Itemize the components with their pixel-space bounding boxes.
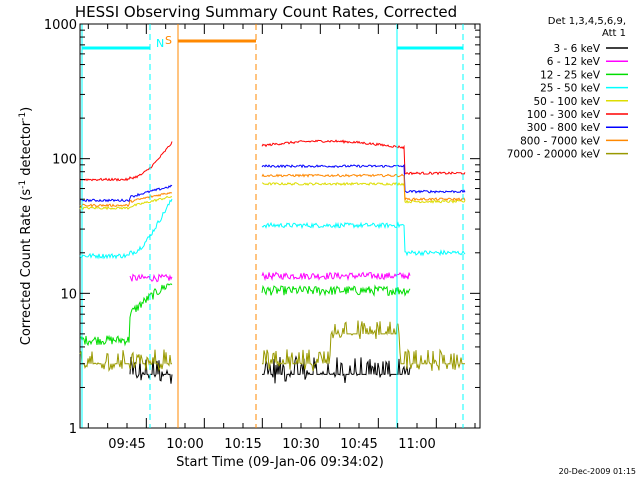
y-tick-label: 1 (69, 422, 77, 437)
legend-label: 50 - 100 keV (533, 96, 600, 108)
x-tick-label: 11:00 (398, 437, 435, 452)
series-line (261, 164, 466, 194)
y-tick-label: 10 (60, 287, 77, 302)
legend-label: 100 - 300 keV (527, 109, 601, 121)
series-line (79, 283, 173, 347)
legend-label: 300 - 800 keV (527, 122, 601, 134)
plot-frame (79, 23, 481, 429)
series-line (261, 271, 411, 282)
legend-label: 7000 - 20000 keV (507, 149, 601, 161)
y-tick-label: 100 (52, 153, 77, 168)
series-line (262, 355, 411, 384)
series-line (261, 284, 411, 297)
legend-header: Det 1,3,4,5,6,9, (548, 16, 626, 27)
axes-layer: 1 10 100 1000 09:45 10:00 10:15 10:30 10:45 11:00 (44, 18, 480, 452)
x-tick-label: 10:00 (166, 437, 203, 452)
series-line (79, 195, 172, 211)
legend-header: Att 1 (602, 28, 626, 39)
series-line (79, 349, 172, 372)
y-axis-label-end: ) (19, 107, 34, 112)
x-tick-label: 10:30 (282, 437, 319, 452)
x-tick-label: 10:45 (340, 437, 377, 452)
y-tick-label: 1000 (44, 18, 77, 33)
series-line (129, 273, 173, 283)
series-line (262, 320, 465, 372)
series-line (79, 141, 173, 182)
series-line (79, 198, 173, 260)
legend-label: 25 - 50 keV (540, 83, 601, 95)
legend-label: 12 - 25 keV (540, 69, 601, 81)
series-line (261, 173, 466, 202)
legend-label: 3 - 6 keV (553, 43, 600, 55)
legend-label: 6 - 12 keV (547, 56, 601, 68)
series-line (79, 191, 173, 208)
legend-label: 800 - 7000 keV (520, 135, 601, 147)
series-line (79, 184, 173, 203)
y-axis-label-exp1: -1 (18, 180, 28, 189)
series-line (261, 139, 466, 176)
series-layer (79, 139, 466, 384)
x-tick-label: 10:15 (224, 437, 261, 452)
x-tick-label: 09:45 (108, 437, 145, 452)
y-axis-label-main: Corrected Count Rate (s (19, 189, 34, 346)
series-line (261, 181, 466, 204)
chart-title: HESSI Observing Summary Count Rates, Cor… (75, 3, 457, 21)
series-line (261, 221, 466, 257)
night-label: N (156, 37, 164, 50)
series-line (129, 356, 173, 384)
y-axis-label-exp2: -1 (18, 112, 28, 121)
y-axis-label-mid: detector (19, 120, 34, 180)
y-axis-label: Corrected Count Rate (s-1 detector-1) (18, 107, 34, 345)
saa-label: S (165, 34, 172, 47)
x-axis-label: Start Time (09-Jan-06 09:34:02) (176, 455, 384, 470)
footer-timestamp: 20-Dec-2009 01:15 (559, 467, 636, 476)
